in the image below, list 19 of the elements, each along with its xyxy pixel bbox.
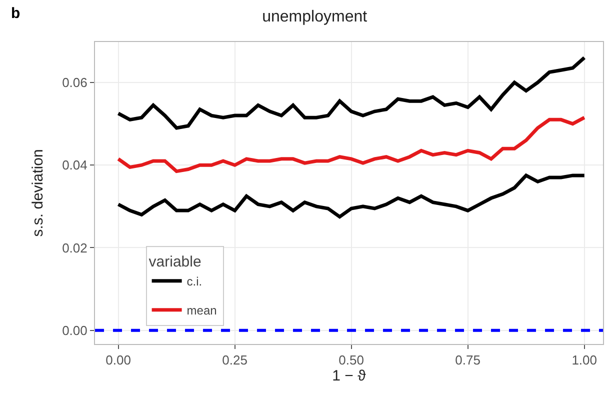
y-axis-title: s.s. deviation <box>29 149 46 237</box>
text: b <box>11 5 20 22</box>
legend-title: variable <box>148 253 202 270</box>
x-tick-label: 0.50 <box>338 352 364 368</box>
x-tick-label: 0.00 <box>106 352 131 368</box>
y-tick-label: 0.00 <box>62 322 88 338</box>
line-series <box>116 56 586 130</box>
y-tick-label: 0.04 <box>62 158 88 173</box>
x-tick-label: 0.25 <box>222 352 248 368</box>
line-series <box>116 174 586 219</box>
y-tick-label: 0.06 <box>62 75 88 90</box>
legend-label: c.i. <box>186 274 202 289</box>
x-tick-label: 1.00 <box>572 352 598 368</box>
x-tick-label: 0.75 <box>455 352 480 368</box>
x-axis-title: 1 − ϑ <box>332 368 367 385</box>
line-series <box>116 116 586 174</box>
legend-label: mean <box>186 304 217 318</box>
y-tick-label: 0.02 <box>62 240 88 256</box>
chart-title: unemployment <box>262 8 368 26</box>
